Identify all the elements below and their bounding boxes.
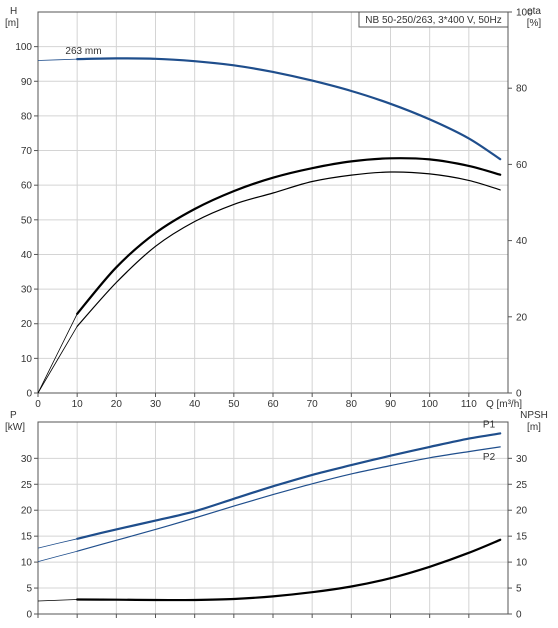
power-npsh-panel: 0 5 10 15 20 25 30 0 5 10 15 20 25 30 P[kW] NPSH[m] P1 P2: [5, 410, 548, 621]
series-line-extension: [37, 538, 78, 549]
x-tick-label: 20: [111, 399, 123, 410]
x-tick-label: 50: [228, 399, 240, 410]
series-line-extension: [37, 550, 78, 562]
chart-title: NB 50-250/263, 3*400 V, 50Hz: [365, 15, 501, 26]
series-line-extension: [37, 58, 78, 61]
series-line-extension: [37, 599, 78, 602]
right-tick-label: 10: [516, 558, 528, 569]
left-tick-label: 20: [21, 319, 33, 330]
right-tick-label: 20: [516, 312, 528, 323]
series-line-extension: [37, 313, 78, 394]
x-tick-label: 10: [72, 399, 84, 410]
right-tick-label: 60: [516, 160, 528, 171]
left-tick-label: 0: [26, 389, 32, 400]
x-tick-label: 40: [189, 399, 201, 410]
x-tick-label: 0: [35, 399, 41, 410]
left-tick-label: 30: [21, 454, 33, 465]
series-label: P2: [483, 452, 496, 463]
right-axis-unit: [%]: [527, 18, 542, 29]
right-axis-unit: [m]: [527, 422, 541, 433]
left-tick-label: 60: [21, 181, 33, 192]
series-label: P1: [483, 419, 496, 430]
left-tick-label: 15: [21, 532, 33, 543]
series-line-extension: [37, 326, 78, 394]
right-axis-label: NPSH: [520, 410, 548, 421]
series-line-curve-2: [76, 538, 502, 602]
right-tick-label: 30: [516, 454, 528, 465]
left-tick-label: 40: [21, 250, 33, 261]
left-tick-label: 25: [21, 480, 33, 491]
left-axis-unit: [kW]: [5, 422, 25, 433]
right-tick-label: 15: [516, 532, 528, 543]
right-tick-label: 40: [516, 236, 528, 247]
x-tick-label: 80: [346, 399, 358, 410]
right-axis-label: eta: [527, 6, 541, 17]
left-tick-label: 20: [21, 506, 33, 517]
right-tick-label: 100: [516, 8, 533, 19]
x-tick-label: 110: [461, 399, 477, 410]
x-tick-label: 70: [307, 399, 319, 410]
left-tick-label: 100: [15, 42, 32, 53]
right-tick-label: 0: [516, 389, 522, 400]
left-axis-unit: [m]: [5, 18, 19, 29]
series-line-263-mm: [76, 57, 502, 161]
series-line-curve-2: [76, 171, 501, 327]
series-label: 263 mm: [65, 46, 101, 57]
left-tick-label: 90: [21, 77, 33, 88]
left-tick-label: 70: [21, 146, 33, 157]
left-axis-label: H: [10, 6, 17, 17]
right-tick-label: 20: [516, 506, 528, 517]
x-axis-label: Q [m³/h]: [486, 399, 522, 410]
left-tick-label: 80: [21, 111, 33, 122]
right-tick-label: 25: [516, 480, 528, 491]
series-line-p1: [76, 432, 502, 540]
series-line-curve-1: [76, 157, 502, 315]
left-tick-label: 0: [26, 610, 32, 621]
title-box: [358, 11, 509, 28]
x-tick-label: 90: [385, 399, 397, 410]
right-tick-label: 80: [516, 84, 528, 95]
right-tick-label: 5: [516, 584, 522, 595]
right-tick-label: 0: [516, 610, 522, 621]
x-tick-label: 60: [267, 399, 279, 410]
series-line-p2: [76, 446, 501, 552]
left-tick-label: 5: [26, 584, 32, 595]
left-tick-label: 10: [21, 354, 33, 365]
left-tick-label: 30: [21, 285, 33, 296]
left-tick-label: 50: [21, 215, 33, 226]
left-axis-label: P: [10, 410, 17, 421]
head-efficiency-panel: 0 10 20 30 40 50 60 70 80 90 100 0 20 40 60 80 100 0 10 20 3…: [5, 6, 541, 410]
left-tick-label: 10: [21, 558, 33, 569]
x-tick-label: 100: [421, 399, 438, 410]
x-tick-label: 30: [150, 399, 162, 410]
